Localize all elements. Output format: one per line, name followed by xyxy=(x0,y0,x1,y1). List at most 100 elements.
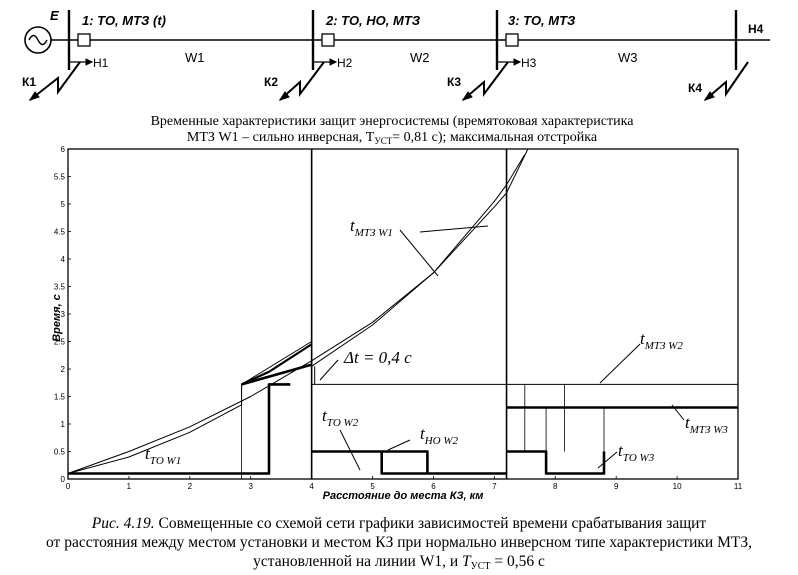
arrowhead-icon xyxy=(329,58,338,66)
y-tick-label: 5 xyxy=(61,200,66,209)
label-delta-t: Δt = 0,4 c xyxy=(343,348,412,367)
leader-delta-t xyxy=(319,359,339,381)
label-t: t xyxy=(640,329,646,348)
label-t: t xyxy=(322,406,328,425)
label-t: t xyxy=(420,424,426,443)
label-t-mtz-w2: tМТЗ W2 xyxy=(640,329,683,352)
arrowhead-icon xyxy=(461,91,473,101)
x-tick-label: 1 xyxy=(127,482,132,491)
y-axis-title: Время, с xyxy=(51,294,63,342)
y-tick-label: 5.5 xyxy=(54,173,66,182)
caption-line3: установленной на линии W1, и TУСТ = 0,56… xyxy=(253,553,545,572)
y-tick-label: 3.5 xyxy=(54,283,66,292)
y-tick-label: 2 xyxy=(61,365,66,374)
leader-to-w2 xyxy=(339,429,361,471)
fault-k3-label: К3 xyxy=(447,75,461,89)
label-t-mtz-w3: tМТЗ W3 xyxy=(685,413,728,436)
label-sub: НО W2 xyxy=(424,435,459,447)
node-h1-label: Н1 xyxy=(93,56,109,70)
caption-text3c: = 0,56 с xyxy=(491,553,545,570)
label-t: t xyxy=(618,441,624,460)
schematic-labels: E 1: ТО, МТЗ (t) 2: ТО, НО, МТЗ 3: ТО, М… xyxy=(22,8,764,95)
x-axis-title: Расстояние до места КЗ, км xyxy=(323,490,484,502)
y-tick-label: 1.5 xyxy=(54,393,66,402)
label-sub: МТЗ W1 xyxy=(354,227,393,239)
label-sub: МТЗ W3 xyxy=(689,424,729,436)
y-tick-label: 0.5 xyxy=(54,448,66,457)
fault-k4-label: К4 xyxy=(688,81,702,95)
plot-frame xyxy=(67,148,739,480)
breaker-2-label: 2: ТО, НО, МТЗ xyxy=(325,13,421,28)
label-sub: МТЗ W2 xyxy=(644,340,684,352)
label-t: t xyxy=(685,413,691,432)
fault-k2-icon xyxy=(279,61,325,101)
label-sub: ТО W3 xyxy=(623,452,655,464)
caption-line2: от расстояния между местом установки и м… xyxy=(46,534,752,551)
series-mtz_w1_parallel xyxy=(241,363,312,386)
arrowhead-icon xyxy=(703,91,715,101)
label-t-ho-w2: tНО W2 xyxy=(420,424,459,447)
x-tick-label: 2 xyxy=(188,482,193,491)
breaker-2 xyxy=(321,33,335,47)
leader-to-w3 xyxy=(597,451,618,469)
series-to_w3 xyxy=(506,450,606,475)
x-tick-label: 4 xyxy=(309,482,314,491)
y-tick-label: 1 xyxy=(61,420,66,429)
sine-icon xyxy=(28,34,48,46)
chart-title-part-b: = 0,81 с); максимальная отстройка xyxy=(392,130,598,145)
breaker-3 xyxy=(505,33,519,47)
breaker-1-label: 1: ТО, МТЗ (t) xyxy=(82,13,166,28)
label-t-to-w3: tТО W3 xyxy=(618,441,655,464)
x-tick-label: 11 xyxy=(734,482,743,491)
arrowhead-icon xyxy=(513,58,522,66)
node-h3-label: Н3 xyxy=(521,56,537,70)
x-tick-label: 0 xyxy=(66,482,71,491)
breaker-3-label: 3: ТО, МТЗ xyxy=(508,13,576,28)
source-label: E xyxy=(50,8,59,23)
series-to_w1 xyxy=(68,383,291,475)
x-tick-label: 3 xyxy=(249,482,254,491)
x-tick-label: 7 xyxy=(492,482,497,491)
series-ho_w2 xyxy=(381,450,429,474)
line-w2-label: W2 xyxy=(410,50,430,65)
line-w3-label: W3 xyxy=(618,50,638,65)
node-h4-label: Н4 xyxy=(748,22,764,36)
chart-title-part-a: МТЗ W1 – сильно инверсная, Т xyxy=(187,130,375,145)
series-mtz-w1-bold xyxy=(241,343,313,386)
chart-title-sub: УСТ xyxy=(374,136,392,146)
y-tick-label: 4 xyxy=(61,255,66,264)
annotation-leaders xyxy=(319,225,685,471)
leader-mtz-w2 xyxy=(599,343,641,384)
leader-mtz-w3 xyxy=(671,404,685,421)
line-w1-label: W1 xyxy=(185,50,205,65)
fault-k3-icon xyxy=(462,61,509,101)
timing-chart: 0 1 2 3 4 5 6 7 8 9 10 11 0 0.5 1 1.5 2 2.5 3 3.5 4 4.5 5 5.5 6 xyxy=(54,145,743,491)
network-schematic xyxy=(24,10,770,101)
label-t: t xyxy=(145,444,151,463)
arrowhead-icon xyxy=(85,58,94,66)
label-t-mtz-w1: tМТЗ W1 xyxy=(350,216,393,239)
leader-ho-w2 xyxy=(387,439,411,451)
series-mtz_w1 xyxy=(67,154,526,474)
caption-text3b: T xyxy=(462,553,472,570)
x-tick-label: 5 xyxy=(370,482,375,491)
y-tick-label: 0 xyxy=(61,475,66,484)
x-tick-label: 10 xyxy=(673,482,682,491)
y-tick-label: 3 xyxy=(61,310,66,319)
label-sub: ТО W1 xyxy=(150,455,181,467)
label-t-to-w1: tТО W1 xyxy=(145,444,181,467)
y-tick-label: 4.5 xyxy=(54,228,66,237)
leader-mtz-w1 xyxy=(399,229,439,277)
y-tick-label: 2.5 xyxy=(54,338,66,347)
x-tick-label: 8 xyxy=(553,482,558,491)
caption-text1: Совмещенные со схемой сети графики завис… xyxy=(155,515,707,532)
series-to_w2 xyxy=(311,450,507,475)
y-tick-label: 6 xyxy=(61,145,66,154)
arrowhead-icon xyxy=(28,91,40,101)
fault-k4-icon xyxy=(704,61,749,101)
leader-mtz-w1-b xyxy=(419,225,489,233)
caption-fig: Рис. 4.19. xyxy=(91,515,155,532)
node-h2-label: Н2 xyxy=(337,56,353,70)
